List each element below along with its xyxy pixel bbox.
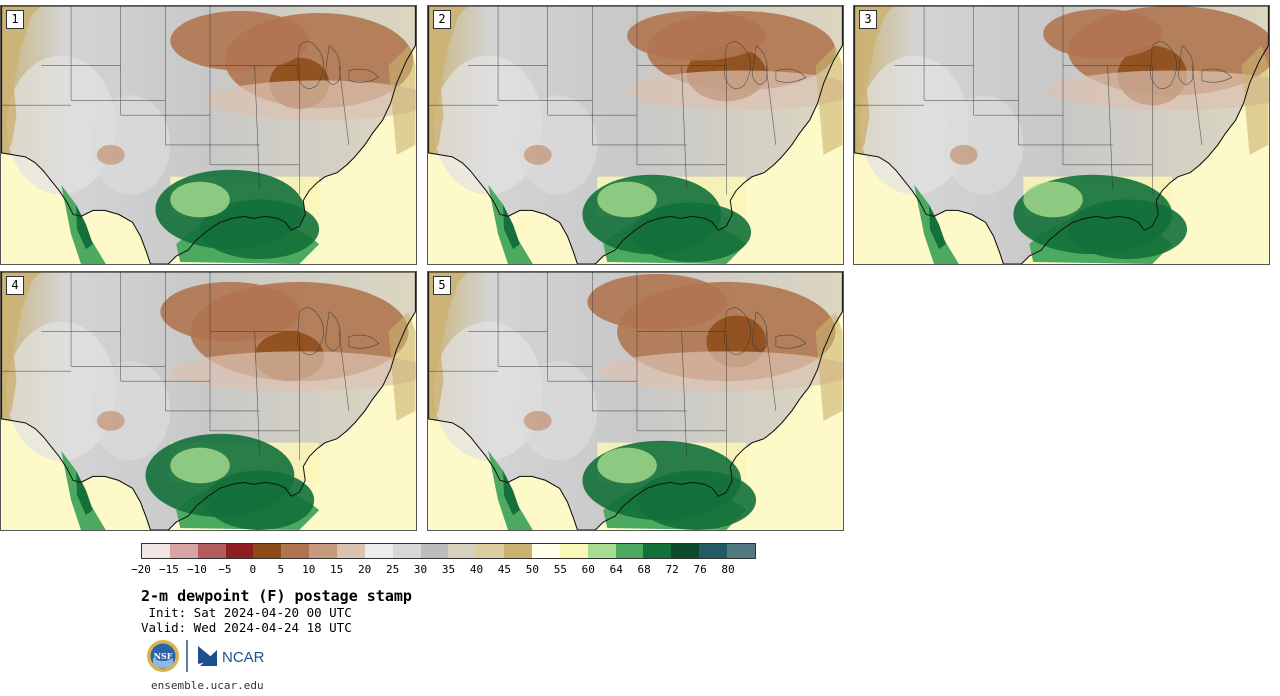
- colorbar-swatch: [643, 544, 672, 558]
- colorbar-tick-labels: −20 −15 −10 −5 0 5 10 15 20 25 30 35 40 45 50 55 60 64 68 7…: [131, 563, 756, 577]
- ncar-logo-text: NCAR: [222, 649, 265, 666]
- colorbar-tick: 45: [497, 563, 512, 576]
- dewpoint-map: [1, 6, 416, 264]
- colorbar-swatch: [532, 544, 560, 558]
- colorbar-swatch: [253, 544, 282, 558]
- colorbar-tick: −10: [186, 563, 207, 576]
- colorbar-swatch: [587, 544, 616, 558]
- colorbar-tick: 20: [358, 563, 372, 576]
- colorbar-swatch: [337, 544, 365, 558]
- valid-time: Valid: Wed 2024-04-24 18 UTC: [141, 620, 352, 635]
- colorbar-swatch: [615, 544, 644, 558]
- colorbar-tick: 35: [441, 563, 456, 576]
- colorbar-tick: 0: [249, 563, 257, 576]
- member-label: 2: [433, 10, 451, 29]
- figure-title: 2-m dewpoint (F) postage stamp: [141, 587, 412, 605]
- colorbar-tick: 64: [609, 563, 623, 576]
- dewpoint-colorbar: [141, 543, 756, 559]
- init-time: Init: Sat 2024-04-20 00 UTC: [141, 605, 352, 620]
- colorbar-swatch: [727, 544, 755, 558]
- colorbar-tick: 72: [665, 563, 679, 576]
- member-label: 5: [433, 276, 451, 295]
- member-label: 4: [6, 276, 24, 295]
- ncar-logo-icon: NCAR: [198, 646, 265, 666]
- colorbar-tick: 40: [469, 563, 484, 576]
- logos: NSF NCAR: [145, 638, 275, 674]
- colorbar-swatch: [699, 544, 728, 558]
- dewpoint-map: [854, 6, 1269, 264]
- colorbar-tick: 60: [581, 563, 595, 576]
- colorbar-swatch: [504, 544, 533, 558]
- footer-url: ensemble.ucar.edu: [151, 679, 264, 692]
- colorbar-tick: 30: [413, 563, 428, 576]
- colorbar-swatch: [169, 544, 198, 558]
- colorbar-tick: 5: [277, 563, 285, 576]
- colorbar-tick: −5: [218, 563, 232, 576]
- ensemble-member-panel-5: 5: [427, 271, 844, 531]
- dewpoint-map: [428, 6, 843, 264]
- ensemble-member-panel-2: 2: [427, 5, 844, 265]
- colorbar-tick: −20: [131, 563, 151, 576]
- nsf-logo-icon: NSF: [147, 640, 179, 672]
- dewpoint-map: [428, 272, 843, 530]
- ensemble-member-panel-1: 1: [0, 5, 417, 265]
- colorbar-tick: 10: [302, 563, 316, 576]
- member-label: 1: [6, 10, 24, 29]
- colorbar-tick: 55: [553, 563, 567, 576]
- colorbar-swatch: [142, 544, 170, 558]
- ensemble-member-panel-4: 4: [0, 271, 417, 531]
- colorbar-swatch: [420, 544, 449, 558]
- colorbar-swatch: [392, 544, 421, 558]
- colorbar-swatch: [448, 544, 477, 558]
- colorbar-swatch: [225, 544, 254, 558]
- colorbar-tick: 76: [693, 563, 707, 576]
- colorbar-tick: −15: [159, 563, 179, 576]
- colorbar-tick: 50: [525, 563, 539, 576]
- nsf-logo-text: NSF: [154, 651, 173, 661]
- colorbar-swatch: [281, 544, 310, 558]
- colorbar-tick: 25: [385, 563, 400, 576]
- colorbar-swatch: [197, 544, 226, 558]
- colorbar-swatch: [476, 544, 505, 558]
- ensemble-member-panel-3: 3: [853, 5, 1270, 265]
- colorbar-tick: 15: [330, 563, 344, 576]
- colorbar-tick: 68: [637, 563, 651, 576]
- colorbar-swatch: [309, 544, 338, 558]
- dewpoint-map: [1, 272, 416, 530]
- member-label: 3: [859, 10, 877, 29]
- colorbar-swatch: [559, 544, 588, 558]
- colorbar-swatch: [364, 544, 393, 558]
- colorbar-tick: 80: [721, 563, 735, 576]
- colorbar-swatch: [671, 544, 700, 558]
